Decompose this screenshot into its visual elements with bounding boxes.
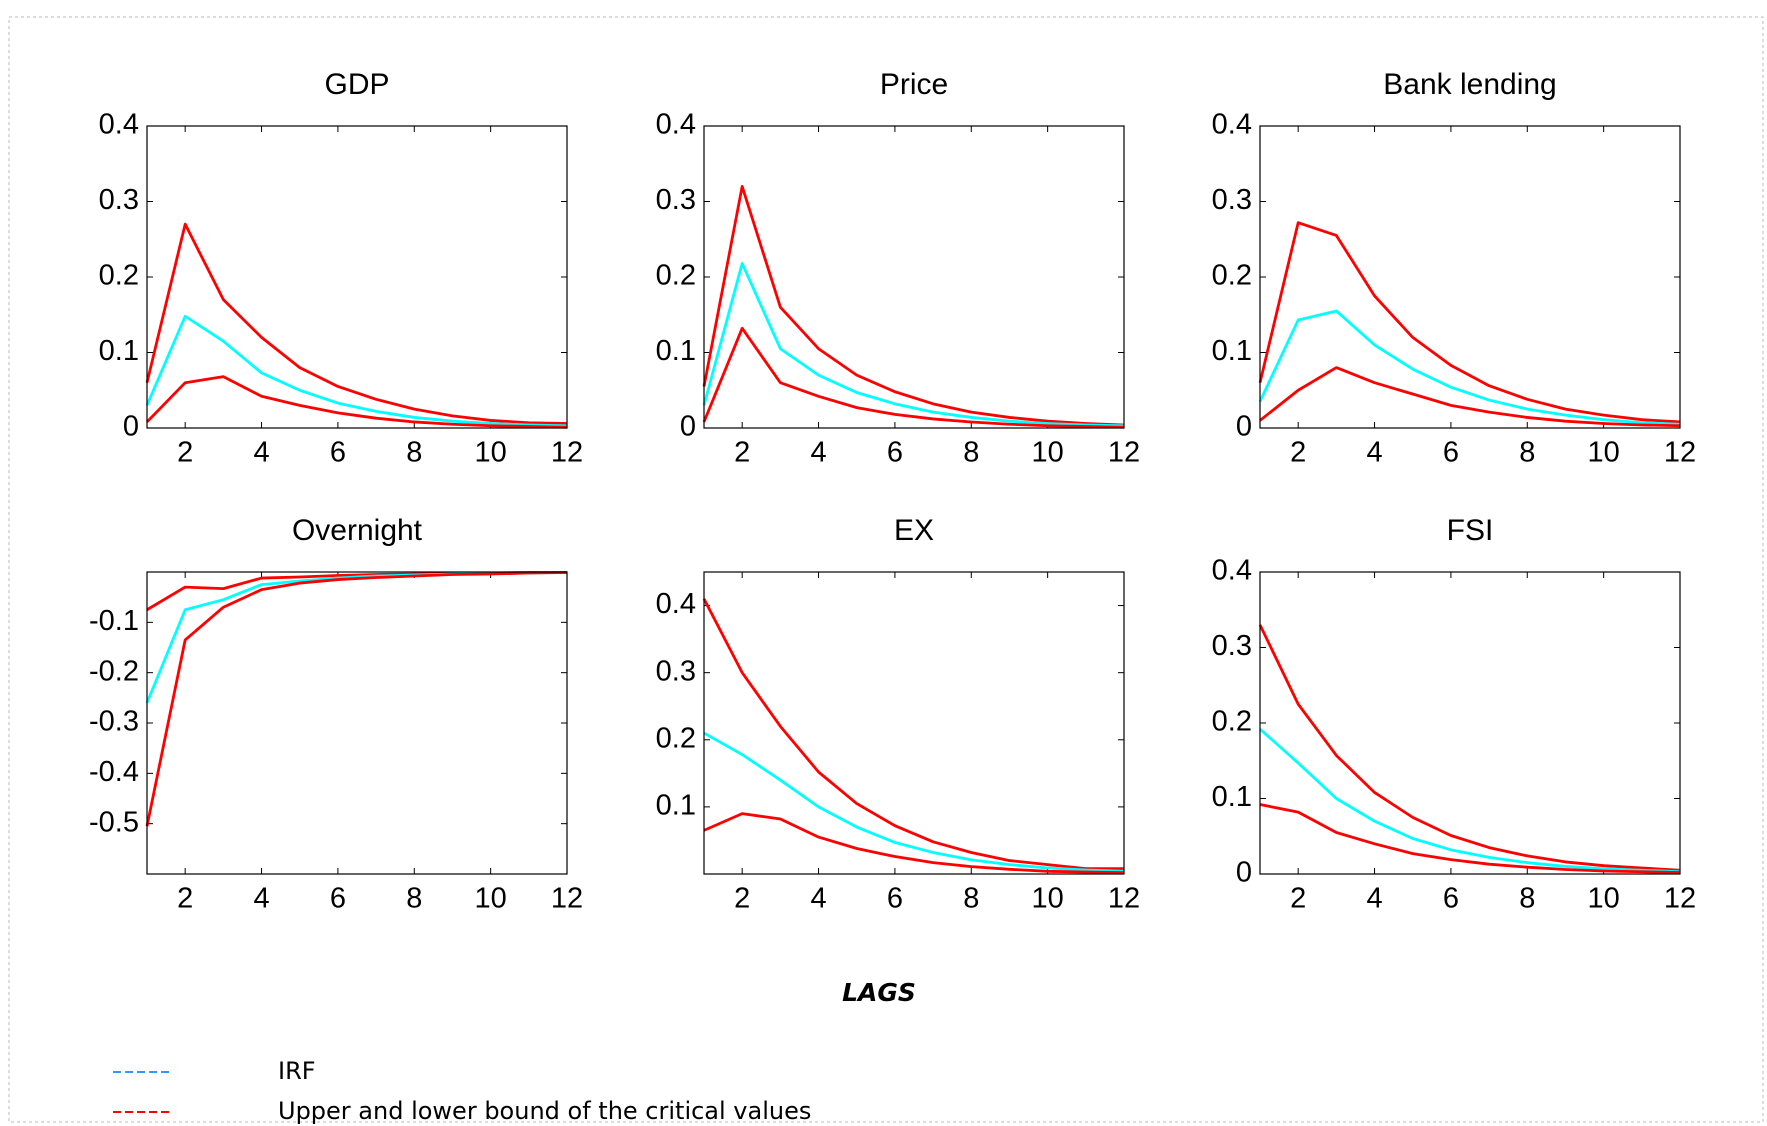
plot-frame [1259, 571, 1681, 875]
x-tick-label: 2 [734, 883, 750, 915]
x-tick-label: 2 [177, 883, 193, 915]
x-tick-label: 4 [253, 883, 269, 915]
y-tick-label: 0.1 [1212, 335, 1252, 367]
x-tick-label: 10 [1032, 883, 1064, 915]
series-line [1259, 727, 1681, 874]
plot-frame [703, 125, 1125, 429]
x-tick-label: 8 [963, 883, 979, 915]
x-tick-label: 8 [963, 437, 979, 469]
legend-label: IRF [278, 1057, 316, 1085]
x-tick-label: 6 [1443, 883, 1459, 915]
panel-title: GDP [324, 68, 389, 101]
series-line [145, 222, 568, 425]
series-line [1258, 221, 1681, 424]
y-tick-label: 0.2 [1212, 260, 1252, 292]
y-tick-label: 0.4 [656, 109, 696, 141]
x-tick-label: 6 [1443, 437, 1459, 469]
x-tick-label: 10 [1588, 437, 1620, 469]
panel-title: Price [880, 68, 948, 101]
y-tick-label: 0 [1236, 857, 1252, 889]
y-tick-label: -0.3 [89, 706, 139, 738]
x-tick-label: 12 [551, 437, 583, 469]
series-line [1259, 366, 1681, 428]
x-tick-label: 4 [253, 437, 269, 469]
y-tick-label: 0 [1236, 411, 1252, 443]
series-line [145, 571, 568, 827]
x-tick-label: 12 [1664, 437, 1696, 469]
y-tick-label: 0.2 [656, 722, 696, 754]
y-tick-label: 0.1 [99, 335, 139, 367]
panel-title: FSI [1447, 514, 1494, 547]
panel-title: Overnight [292, 514, 423, 547]
x-tick-label: 12 [1108, 883, 1140, 915]
x-tick-label: 4 [810, 437, 826, 469]
x-tick-label: 12 [1108, 437, 1140, 469]
y-tick-label: 0.1 [1212, 781, 1252, 813]
y-tick-label: 0 [680, 411, 696, 443]
series-line [145, 571, 568, 704]
x-tick-label: 4 [1366, 883, 1382, 915]
y-tick-label: 0.4 [656, 588, 696, 620]
x-tick-label: 8 [406, 437, 422, 469]
series-line [1258, 624, 1681, 872]
series-line [702, 185, 1125, 427]
x-tick-label: 2 [1290, 437, 1306, 469]
x-tick-label: 12 [1664, 883, 1696, 915]
x-tick-label: 8 [1519, 883, 1535, 915]
x-tick-label: 2 [177, 437, 193, 469]
x-tick-label: 2 [734, 437, 750, 469]
series-line [145, 375, 568, 429]
plot-frame [1259, 125, 1681, 429]
panel-title: EX [894, 514, 934, 547]
y-tick-label: -0.5 [89, 806, 139, 838]
y-tick-label: 0.2 [1212, 706, 1252, 738]
series-line [702, 262, 1125, 428]
y-tick-label: 0 [123, 411, 139, 443]
y-tick-label: 0.4 [1212, 555, 1252, 587]
x-axis-label: LAGS [842, 978, 916, 1007]
y-tick-label: 0.1 [656, 790, 696, 822]
y-tick-label: 0.1 [656, 335, 696, 367]
x-tick-label: 6 [330, 437, 346, 469]
y-tick-label: 0.4 [99, 109, 139, 141]
x-tick-label: 6 [887, 883, 903, 915]
y-tick-label: -0.1 [89, 605, 139, 637]
y-tick-label: 0.2 [656, 260, 696, 292]
series-line [1259, 803, 1681, 874]
y-tick-label: 0.3 [1212, 630, 1252, 662]
y-tick-label: 0.2 [99, 260, 139, 292]
series-line [703, 812, 1125, 875]
series-line [702, 598, 1124, 871]
x-tick-label: 6 [887, 437, 903, 469]
x-tick-label: 4 [810, 883, 826, 915]
x-tick-label: 10 [475, 437, 507, 469]
y-tick-label: 0.4 [1212, 109, 1252, 141]
legend-label: Upper and lower bound of the critical va… [278, 1097, 811, 1125]
plot-frame [146, 125, 568, 429]
x-tick-label: 10 [1588, 883, 1620, 915]
y-tick-label: 0.3 [99, 184, 139, 216]
y-tick-label: 0.3 [1212, 184, 1252, 216]
y-tick-label: -0.4 [89, 756, 139, 788]
x-tick-label: 10 [1032, 437, 1064, 469]
series-line [145, 314, 568, 428]
figure-border [8, 16, 1764, 1123]
y-tick-label: 0.3 [656, 655, 696, 687]
x-tick-label: 2 [1290, 883, 1306, 915]
plot-frame [703, 571, 1125, 875]
x-tick-label: 6 [330, 883, 346, 915]
plot-frame [146, 571, 568, 875]
panel-title: Bank lending [1383, 68, 1556, 101]
series-line [702, 326, 1125, 429]
x-tick-label: 8 [1519, 437, 1535, 469]
x-tick-label: 12 [551, 883, 583, 915]
series-line [703, 731, 1125, 873]
y-tick-label: -0.2 [89, 655, 139, 687]
y-tick-label: 0.3 [656, 184, 696, 216]
x-tick-label: 4 [1366, 437, 1382, 469]
x-tick-label: 8 [406, 883, 422, 915]
x-tick-label: 10 [475, 883, 507, 915]
series-line [1258, 309, 1681, 426]
